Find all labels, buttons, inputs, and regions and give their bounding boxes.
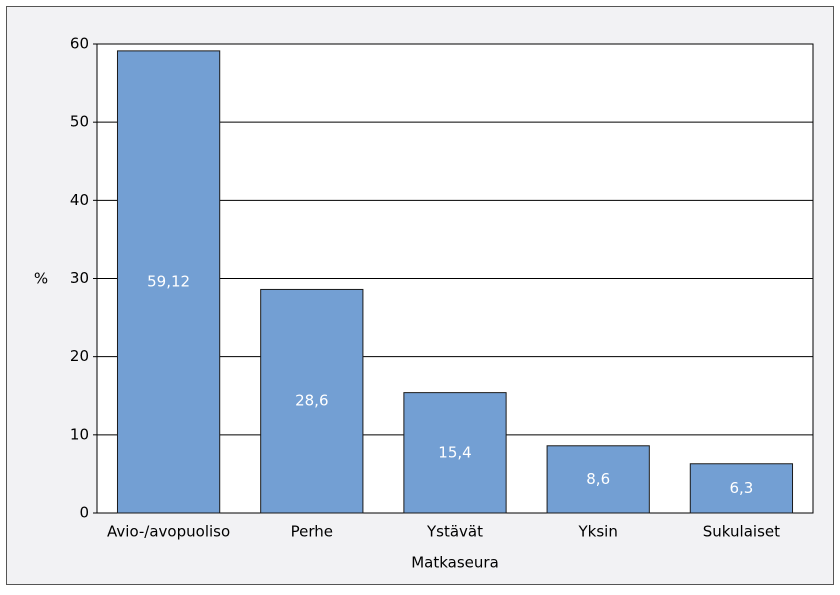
y-tick-label: 20 [70, 347, 89, 365]
value-label: 15,4 [438, 443, 471, 461]
x-tick-label: Sukulaiset [703, 523, 780, 541]
bar [546, 445, 650, 514]
value-label: 6,3 [729, 479, 753, 497]
x-tick-label: Avio-/avopuoliso [107, 523, 230, 541]
bar [116, 50, 221, 514]
x-tick-label: Ystävät [426, 523, 483, 541]
y-tick-label: 30 [70, 269, 89, 287]
y-tick-label: 60 [70, 35, 89, 53]
y-tick-label: 50 [70, 113, 89, 131]
bar [403, 392, 507, 514]
x-axis-label: Matkaseura [411, 554, 499, 572]
x-tick-label: Yksin [578, 523, 618, 541]
value-label: 59,12 [147, 272, 190, 290]
value-label: 28,6 [295, 392, 328, 410]
bar [260, 288, 364, 514]
y-tick-label: 0 [79, 504, 89, 522]
value-label: 8,6 [586, 470, 610, 488]
y-tick-label: 10 [70, 425, 89, 443]
y-axis-label: % [34, 270, 48, 288]
bar [689, 463, 794, 514]
x-tick-label: Perhe [291, 523, 333, 541]
y-tick-label: 40 [70, 191, 89, 209]
